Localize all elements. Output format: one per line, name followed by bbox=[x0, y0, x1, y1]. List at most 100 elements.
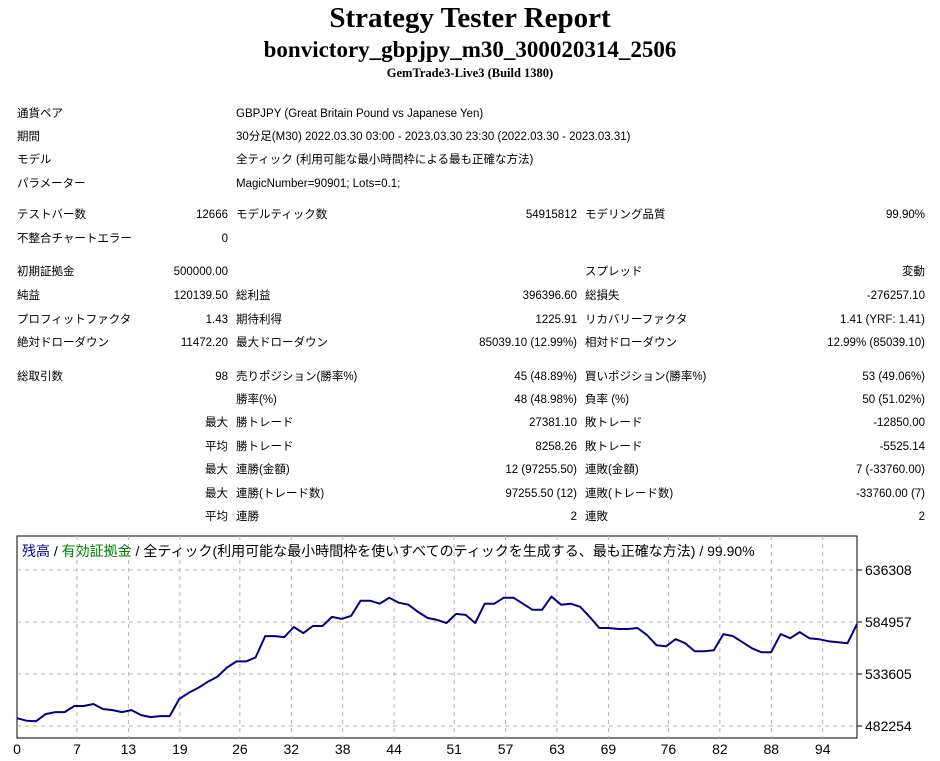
report-title: Strategy Tester Report bbox=[329, 2, 611, 34]
rel-dd-value: 12.99% (85039.10) bbox=[827, 337, 925, 349]
period-value: 30分足(M30) 2022.03.30 03:00 - 2023.03.30 … bbox=[236, 131, 631, 143]
x-tick-label: 0 bbox=[13, 741, 21, 757]
loss-rate-value: 50 (51.02%) bbox=[862, 394, 925, 406]
deposit-value: 500000.00 bbox=[173, 266, 228, 278]
abs-dd-value: 11472.20 bbox=[180, 337, 228, 349]
short-label: 売りポジション(勝率%) bbox=[236, 371, 358, 383]
avg-win-value: 8258.26 bbox=[535, 441, 577, 453]
avg-win-label: 勝トレード bbox=[236, 441, 294, 453]
y-tick-label: 636308 bbox=[865, 562, 912, 578]
ticks-label: モデルティック数 bbox=[236, 209, 328, 221]
x-tick-label: 88 bbox=[763, 741, 779, 757]
ticks-value: 54915812 bbox=[525, 209, 577, 221]
cons-loss-count-label: 連敗(トレード数) bbox=[585, 488, 674, 500]
max-loss-value: -12850.00 bbox=[873, 417, 925, 429]
cons-win-count-label: 連勝(トレード数) bbox=[236, 488, 325, 500]
model-label: モデル bbox=[17, 154, 52, 166]
pf-label: プロフィットファクタ bbox=[17, 314, 132, 326]
x-tick-label: 94 bbox=[815, 741, 831, 757]
server-build: GemTrade3-Live3 (Build 1380) bbox=[386, 66, 554, 80]
cons-win-money-label: 連勝(金額) bbox=[236, 464, 290, 476]
win-rate-label: 勝率(%) bbox=[236, 394, 277, 406]
x-tick-label: 76 bbox=[661, 741, 677, 757]
mismatch-label: 不整合チャートエラー bbox=[17, 233, 132, 245]
cons-loss-count-value: -33760.00 (7) bbox=[855, 488, 925, 500]
long-label: 買いポジション(勝率%) bbox=[585, 371, 707, 383]
pf-value: 1.43 bbox=[205, 314, 228, 326]
x-tick-label: 26 bbox=[232, 741, 248, 757]
avg-cons-win-label: 連勝 bbox=[236, 511, 259, 523]
spread-label: スプレッド bbox=[585, 266, 643, 278]
x-tick-label: 13 bbox=[121, 741, 137, 757]
x-tick-label: 32 bbox=[283, 741, 299, 757]
net-value: 120139.50 bbox=[173, 290, 228, 302]
expected-value: 1225.91 bbox=[535, 314, 577, 326]
cons-win-money-value: 12 (97255.50) bbox=[505, 464, 577, 476]
quality-label: モデリング品質 bbox=[585, 209, 666, 221]
expected-label: 期待利得 bbox=[236, 314, 282, 326]
bars-label: テストバー数 bbox=[17, 209, 86, 221]
series-layer bbox=[16, 595, 858, 723]
avg-loss-value: -5525.14 bbox=[879, 441, 925, 453]
max-win-label: 勝トレード bbox=[236, 417, 294, 429]
cons-loss-money-value: 7 (-33760.00) bbox=[855, 464, 925, 476]
gross-loss-label: 総損失 bbox=[585, 290, 620, 302]
abs-dd-label: 絶対ドローダウン bbox=[17, 337, 109, 349]
legend: 残高 / 有効証拠金 / 全ティック(利用可能な最小時間枠を使いすべてのティック… bbox=[22, 543, 755, 559]
rel-dd-label: 相対ドローダウン bbox=[585, 337, 677, 349]
short-value: 45 (48.89%) bbox=[514, 371, 577, 383]
long-value: 53 (49.06%) bbox=[862, 371, 925, 383]
max-loss-label: 敗トレード bbox=[585, 417, 643, 429]
cons-win-count-value: 97255.50 (12) bbox=[505, 488, 577, 500]
model-value: 全ティック (利用可能な最小時間枠による最も正確な方法) bbox=[236, 154, 534, 166]
balance-chart: 残高 / 有効証拠金 / 全ティック(利用可能な最小時間枠を使いすべてのティック… bbox=[13, 535, 912, 757]
gross-profit-value: 396396.60 bbox=[522, 290, 577, 302]
avg-word: 平均 bbox=[205, 441, 228, 453]
avg-cons-loss-value: 2 bbox=[918, 511, 925, 523]
x-tick-label: 44 bbox=[386, 741, 402, 757]
x-tick-label: 69 bbox=[601, 741, 617, 757]
report-subtitle: bonvictory_gbpjpy_m30_300020314_2506 bbox=[263, 37, 677, 62]
x-tick-label: 38 bbox=[335, 741, 351, 757]
legend-balance: 残高 bbox=[22, 543, 50, 559]
quality-value: 99.90% bbox=[885, 209, 925, 221]
series-line-balance bbox=[16, 595, 858, 723]
pair-label: 通貨ペア bbox=[17, 108, 63, 120]
max-dd-label: 最大ドローダウン bbox=[236, 337, 328, 349]
avg-cons-loss-label: 連敗 bbox=[585, 511, 608, 523]
avg-word: 平均 bbox=[205, 511, 228, 523]
params-label: パラメーター bbox=[17, 178, 86, 190]
legend-model: / 全ティック(利用可能な最小時間枠を使いすべてのティックを生成する、最も正確な… bbox=[132, 543, 755, 559]
max-word: 最大 bbox=[205, 417, 228, 429]
y-axis: 636308 584957 533605 482254 bbox=[857, 562, 912, 734]
deposit-label: 初期証拠金 bbox=[17, 266, 75, 278]
recovery-value: 1.41 (YRF: 1.41) bbox=[839, 314, 925, 326]
period-label: 期間 bbox=[17, 131, 40, 143]
legend-sep: / bbox=[50, 543, 62, 559]
x-tick-label: 7 bbox=[73, 741, 81, 757]
max-dd-value: 85039.10 (12.99%) bbox=[479, 337, 577, 349]
params-value: MagicNumber=90901; Lots=0.1; bbox=[236, 178, 401, 190]
total-trades-label: 総取引数 bbox=[17, 371, 63, 383]
y-tick-label: 584957 bbox=[865, 614, 912, 630]
loss-rate-label: 負率 (%) bbox=[585, 394, 630, 406]
max-word: 最大 bbox=[205, 464, 228, 476]
win-rate-value: 48 (48.98%) bbox=[514, 394, 577, 406]
x-tick-label: 63 bbox=[549, 741, 565, 757]
y-tick-label: 533605 bbox=[865, 666, 912, 682]
legend-equity: 有効証拠金 bbox=[62, 543, 132, 559]
avg-loss-label: 敗トレード bbox=[585, 441, 643, 453]
x-tick-label: 82 bbox=[712, 741, 728, 757]
recovery-label: リカバリーファクタ bbox=[585, 314, 688, 326]
x-tick-label: 19 bbox=[172, 741, 188, 757]
y-tick-label: 482254 bbox=[865, 718, 912, 734]
spread-value: 変動 bbox=[902, 266, 925, 278]
x-axis: 0 7 13 19 26 32 38 44 51 57 63 69 76 82 88 94 bbox=[13, 741, 831, 757]
grid bbox=[17, 536, 857, 738]
total-trades-value: 98 bbox=[215, 371, 228, 383]
x-tick-label: 51 bbox=[446, 741, 462, 757]
pair-value: GBPJPY (Great Britain Pound vs Japanese … bbox=[236, 108, 484, 120]
bars-value: 12666 bbox=[196, 209, 228, 221]
avg-cons-win-value: 2 bbox=[570, 511, 577, 523]
plot-frame bbox=[16, 535, 858, 739]
